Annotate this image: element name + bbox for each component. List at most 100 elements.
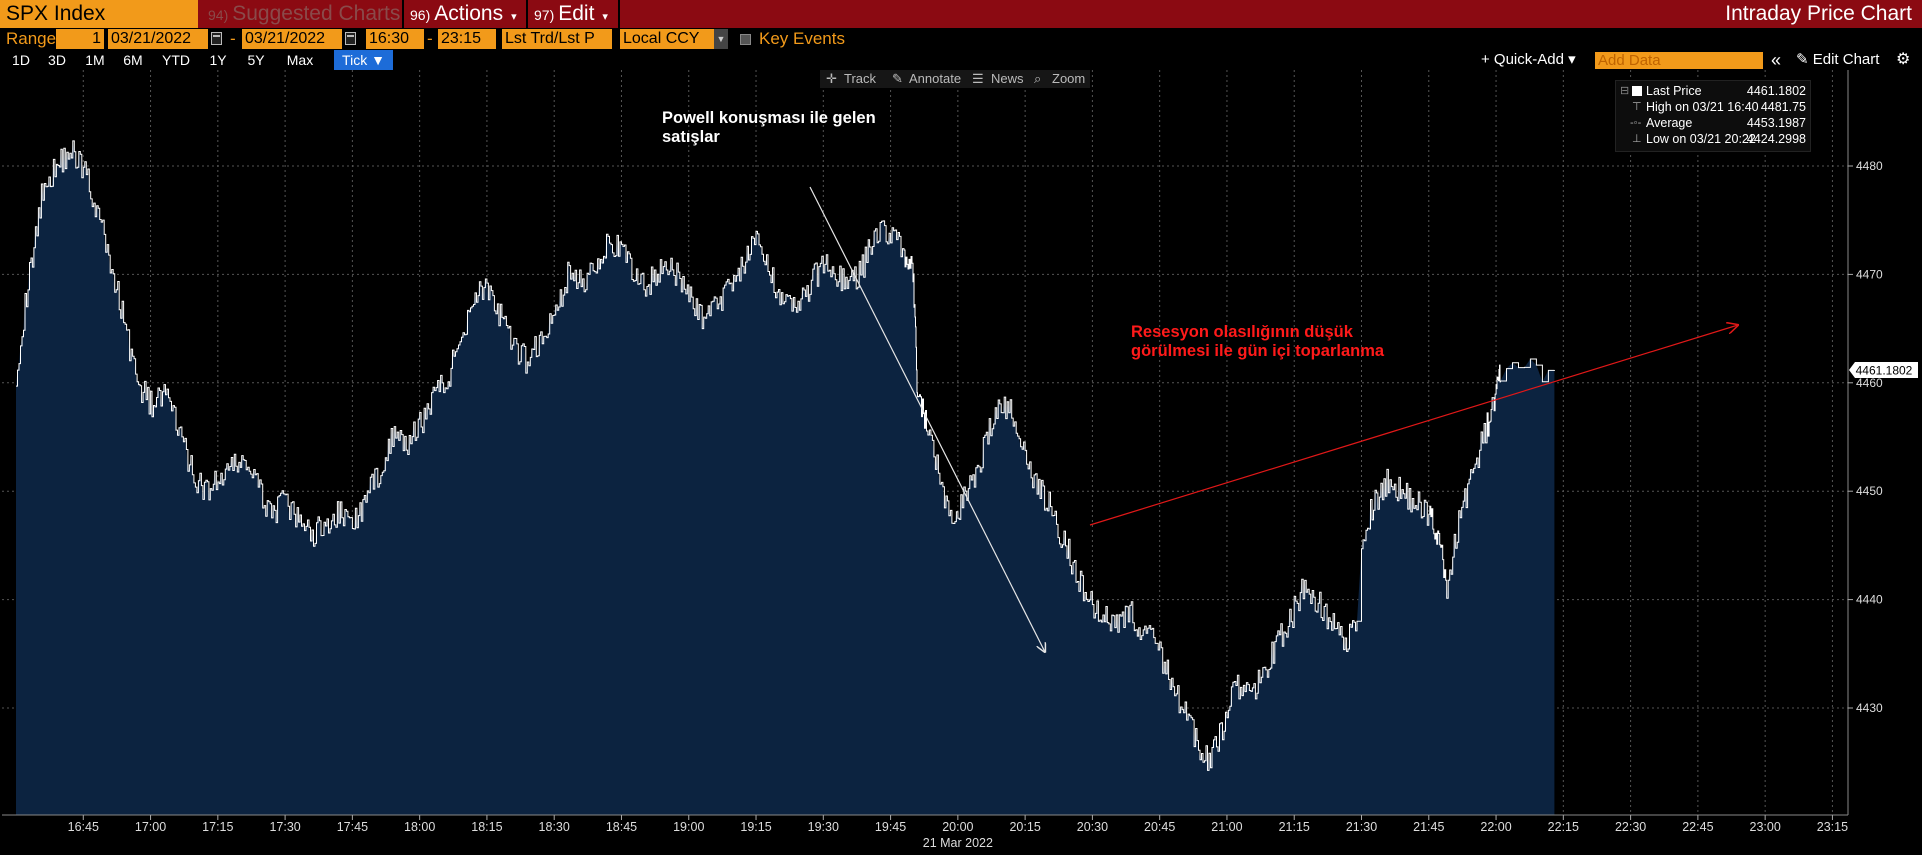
x-tick-label: 22:45 xyxy=(1682,820,1713,834)
time-dash: - xyxy=(427,29,433,48)
suggested-charts-number: 94) xyxy=(208,7,229,23)
settings-gear-icon[interactable]: ⚙ xyxy=(1896,51,1911,68)
collapse-icon[interactable]: « xyxy=(1771,50,1782,70)
legend-average: -◦- Average 4453.1987 xyxy=(1616,115,1812,131)
x-tick-label: 19:45 xyxy=(875,820,906,834)
ticker-field[interactable]: SPX Index xyxy=(0,0,198,28)
range-value-field[interactable]: 1 xyxy=(56,29,104,49)
period-button-1d[interactable]: 1D xyxy=(12,52,30,68)
period-button-1y[interactable]: 1Y xyxy=(209,52,227,68)
chart-legend[interactable]: ⊟ Last Price 4461.1802 ⊤ High on 03/21 1… xyxy=(1615,80,1811,152)
actions-caret-icon: ▾ xyxy=(511,11,517,23)
price-area-fill xyxy=(16,140,1555,815)
menu-divider xyxy=(526,0,528,28)
x-tick-label: 18:00 xyxy=(404,820,435,834)
news-icon[interactable]: ☰ xyxy=(972,71,984,86)
end-time-field[interactable]: 23:15 xyxy=(438,29,496,49)
x-tick-label: 16:45 xyxy=(68,820,99,834)
track-crosshair-icon[interactable]: ✛ xyxy=(826,71,837,86)
x-tick-label: 21:45 xyxy=(1413,820,1444,834)
currency-dropdown-icon[interactable]: ▼ xyxy=(714,29,728,49)
x-tick-label: 20:15 xyxy=(1009,820,1040,834)
menu-divider xyxy=(402,0,404,28)
legend-low-value: 4424.2998 xyxy=(1746,132,1806,146)
x-tick-label: 17:45 xyxy=(337,820,368,834)
key-events-label: Key Events xyxy=(759,29,845,48)
high-marker-icon: ⊤ xyxy=(1632,101,1642,113)
quick-add-button[interactable]: + Quick-Add ▾ xyxy=(1481,51,1576,68)
start-time-field[interactable]: 16:30 xyxy=(366,29,424,49)
x-tick-label: 17:30 xyxy=(269,820,300,834)
powell-arrow xyxy=(809,186,1045,652)
actions-menu[interactable]: 96) Actions ▾ xyxy=(410,0,517,28)
suggested-charts-menu[interactable]: 94) Suggested Charts xyxy=(208,0,400,28)
legend-high-value: 4481.75 xyxy=(1760,100,1806,114)
powell-annotation-line2: satışlar xyxy=(662,128,720,146)
menu-divider xyxy=(618,0,620,28)
range-bar: Range 1 03/21/2022 - 03/21/2022 16:30 - … xyxy=(0,28,1922,50)
edit-number: 97) xyxy=(534,7,555,23)
edit-label: Edit xyxy=(558,2,595,25)
edit-chart-button[interactable]: ✎ Edit Chart xyxy=(1796,51,1880,68)
x-tick-label: 18:30 xyxy=(539,820,570,834)
powell-annotation: Powell konuşması ile gelen satışlar xyxy=(662,109,876,147)
start-date-field[interactable]: 03/21/2022 xyxy=(108,29,208,49)
legend-last-label: Last Price xyxy=(1646,84,1702,98)
x-tick-label: 17:15 xyxy=(202,820,233,834)
average-marker-icon: -◦- xyxy=(1630,117,1642,129)
zoom-magnifier-icon[interactable]: ⌕ xyxy=(1034,71,1042,86)
key-events-checkbox[interactable] xyxy=(740,34,751,45)
news-button[interactable]: News xyxy=(991,71,1024,86)
recovery-annotation-line2: görülmesi ile gün içi toparlanma xyxy=(1131,342,1385,360)
tick-button[interactable]: Tick ▼ xyxy=(334,50,393,70)
y-tick-label: 4430 xyxy=(1856,701,1883,715)
legend-average-label: Average xyxy=(1646,116,1693,130)
recovery-annotation: Resesyon olasılığının düşük görülmesi il… xyxy=(1131,323,1384,361)
period-button-3d[interactable]: 3D xyxy=(48,52,66,68)
price-chart-svg[interactable]: 4430 4440 4450 4460 4470 4480 16:45 17:00 17:15 1… xyxy=(0,70,1922,855)
start-calendar-icon[interactable] xyxy=(211,32,222,45)
y-tick-label: 4440 xyxy=(1856,593,1883,607)
intraday-price-chart[interactable]: 4430 4440 4450 4460 4470 4480 16:45 17:00 17:15 1… xyxy=(0,70,1922,855)
title-bar: SPX Index 94) Suggested Charts 96) Actions… xyxy=(0,0,1922,28)
x-tick-label: 21:30 xyxy=(1346,820,1377,834)
edit-menu[interactable]: 97) Edit ▾ xyxy=(534,0,608,28)
last-price-swatch-icon xyxy=(1632,86,1642,96)
suggested-charts-label: Suggested Charts xyxy=(232,2,401,25)
powell-annotation-line1: Powell konuşması ile gelen xyxy=(662,109,876,127)
x-axis-date-label: 21 Mar 2022 xyxy=(923,836,993,850)
add-data-input[interactable]: Add Data xyxy=(1595,52,1763,69)
annotate-pencil-icon[interactable]: ✎ xyxy=(892,71,903,86)
currency-field[interactable]: Local CCY xyxy=(620,29,714,49)
legend-low-label: Low on 03/21 20:22 xyxy=(1646,132,1756,146)
period-button-ytd[interactable]: YTD xyxy=(162,52,190,68)
track-button[interactable]: Track xyxy=(844,71,877,86)
x-tick-label: 22:00 xyxy=(1480,820,1511,834)
x-tick-label: 21:00 xyxy=(1211,820,1242,834)
price-line[interactable] xyxy=(16,140,1555,771)
period-button-max[interactable]: Max xyxy=(286,52,314,68)
end-date-field[interactable]: 03/21/2022 xyxy=(242,29,342,49)
price-type-field[interactable]: Lst Trd/Lst P xyxy=(502,29,612,49)
low-marker-icon: ⊥ xyxy=(1632,133,1642,145)
x-tick-label: 23:15 xyxy=(1817,820,1848,834)
x-tick-label: 22:30 xyxy=(1615,820,1646,834)
recovery-annotation-line1: Resesyon olasılığının düşük xyxy=(1131,323,1353,341)
legend-last-value: 4461.1802 xyxy=(1746,84,1806,98)
x-tick-label: 21:15 xyxy=(1279,820,1310,834)
x-tick-label: 18:15 xyxy=(471,820,502,834)
period-button-5y[interactable]: 5Y xyxy=(247,52,265,68)
end-calendar-icon[interactable] xyxy=(345,32,356,45)
y-tick-label: 4480 xyxy=(1856,159,1883,173)
y-tick-label: 4450 xyxy=(1856,484,1883,498)
date-dash: - xyxy=(230,29,236,48)
legend-collapse-icon[interactable]: ⊟ xyxy=(1620,85,1630,97)
zoom-button[interactable]: Zoom xyxy=(1052,71,1086,86)
actions-label: Actions xyxy=(434,2,504,25)
period-button-1m[interactable]: 1M xyxy=(85,52,105,68)
period-button-6m[interactable]: 6M xyxy=(123,52,143,68)
legend-high: ⊤ High on 03/21 16:40 4481.75 xyxy=(1616,99,1812,115)
x-tick-label: 18:45 xyxy=(606,820,637,834)
annotate-button[interactable]: Annotate xyxy=(909,71,962,86)
legend-average-value: 4453.1987 xyxy=(1746,116,1806,130)
